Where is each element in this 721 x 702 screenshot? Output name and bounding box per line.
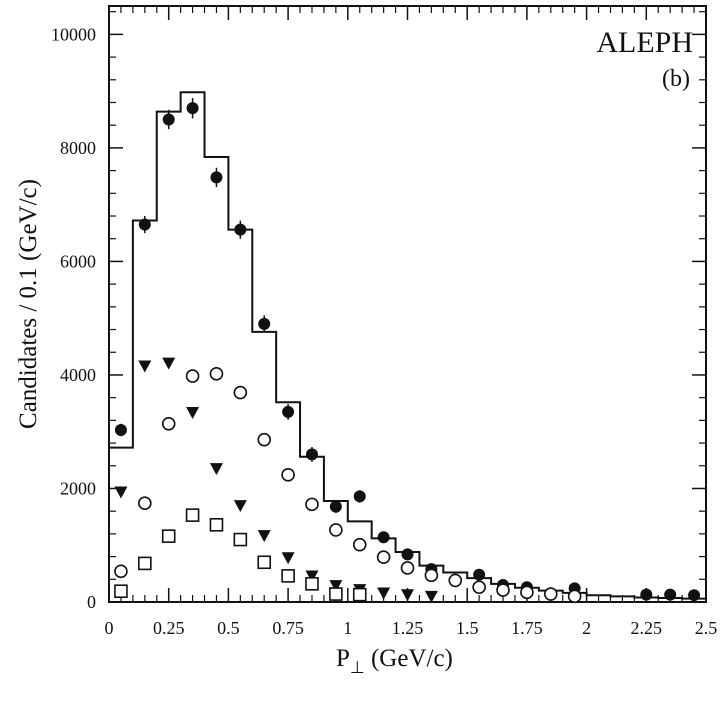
x-axis-title-subscript: ⊥ (350, 658, 365, 677)
data-point-triangle-down (138, 360, 152, 373)
data-point-open-circle (352, 537, 367, 552)
data-point-triangle-down (329, 580, 343, 593)
data-point-open-circle (281, 468, 295, 482)
y-tick-label: 8000 (60, 138, 96, 158)
data-point-filled-circle (234, 223, 247, 236)
data-point-open-square (281, 569, 295, 583)
data-point-open-circle (472, 580, 486, 595)
data-point-open-square (257, 555, 272, 570)
y-tick-label: 4000 (60, 365, 96, 385)
data-point-open-circle (496, 583, 510, 597)
x-axis-title-main: P (336, 645, 350, 672)
y-tick-label: 2000 (60, 478, 96, 498)
data-point-filled-circle (162, 113, 175, 126)
data-point-open-square (305, 577, 319, 591)
data-point-open-square (233, 532, 248, 547)
data-point-open-circle (424, 568, 439, 583)
x-tick-label: 2.25 (631, 618, 663, 638)
data-point-open-circle (185, 369, 200, 383)
data-point-open-square (161, 529, 176, 543)
data-point-triangle-down (114, 486, 128, 499)
x-tick-label: 2.5 (695, 618, 718, 638)
data-point-triangle-down (209, 463, 223, 476)
data-point-triangle-down (186, 406, 200, 419)
series-open-square (114, 508, 367, 602)
y-tick-label: 0 (87, 592, 96, 612)
series-filled-circle (114, 97, 701, 602)
data-point-triangle-down (257, 530, 271, 543)
x-tick-label: 0.5 (217, 618, 240, 638)
data-point-open-square (352, 587, 367, 602)
experiment-label: ALEPH (596, 26, 693, 59)
data-point-filled-circle (353, 490, 366, 503)
y-tick-label: 6000 (60, 251, 96, 271)
data-point-open-square (209, 518, 224, 532)
data-point-filled-circle (688, 589, 701, 602)
series-open-circle (114, 367, 582, 604)
data-point-open-circle (376, 550, 391, 564)
x-tick-label: 1.75 (511, 618, 543, 638)
x-axis-title-units: (GeV/c) (365, 645, 453, 672)
x-axis-title: P⊥ (GeV/c) (336, 645, 453, 677)
series-filled-triangle-down (114, 357, 438, 603)
data-point-triangle-down (305, 570, 319, 583)
data-point-open-circle (400, 561, 415, 575)
data-point-open-square (185, 508, 200, 522)
panel-label: (b) (662, 66, 690, 92)
x-tick-label: 2 (582, 618, 591, 638)
x-tick-label: 1 (343, 618, 352, 638)
data-point-filled-circle (138, 218, 151, 231)
x-tick-label: 0 (105, 618, 114, 638)
x-tick-label: 0.75 (272, 618, 304, 638)
data-point-open-circle (138, 496, 152, 511)
data-point-triangle-down (233, 500, 247, 513)
y-axis-title: Candidates / 0.1 (GeV/c) (15, 179, 42, 429)
data-point-filled-circle (473, 568, 486, 581)
data-point-triangle-down (401, 589, 414, 602)
data-point-open-circle (448, 573, 463, 588)
data-point-filled-circle (664, 588, 677, 601)
data-point-open-circle (233, 385, 248, 400)
data-point-filled-circle (401, 548, 414, 561)
data-point-triangle-down (162, 357, 176, 370)
x-tick-label: 1.25 (392, 618, 424, 638)
data-point-open-circle (209, 367, 224, 381)
data-point-open-circle (567, 589, 582, 604)
y-tick-label: 10000 (51, 24, 96, 44)
data-point-filled-circle (282, 405, 295, 418)
y-axis-tick-labels: 0 2000 4000 6000 8000 10000 (51, 24, 96, 612)
data-point-filled-circle (640, 588, 653, 601)
data-point-open-circle (520, 585, 534, 600)
x-tick-label: 0.25 (153, 618, 185, 638)
y-axis-ticks (109, 11, 706, 603)
x-axis-ticks (108, 6, 707, 602)
data-point-triangle-down (424, 590, 438, 603)
data-point-open-circle (257, 432, 272, 447)
data-point-open-circle (114, 564, 128, 579)
data-point-filled-circle (329, 500, 342, 513)
data-point-filled-circle (305, 448, 318, 461)
data-point-open-square (329, 587, 343, 601)
data-point-open-square (114, 584, 128, 599)
data-point-triangle-down (281, 552, 295, 565)
x-tick-label: 1.5 (456, 618, 479, 638)
data-point-triangle-down (377, 587, 391, 600)
data-point-filled-circle (377, 531, 390, 544)
data-point-open-circle (543, 587, 558, 601)
data-point-open-circle (305, 497, 319, 512)
data-point-filled-circle (186, 102, 199, 115)
x-axis-tick-labels: 0 0.25 0.5 0.75 1 1.25 1.5 1.75 2 2.25 2.5 (105, 618, 718, 638)
data-point-open-circle (161, 416, 176, 431)
data-point-open-circle (329, 523, 343, 537)
data-point-filled-circle (114, 424, 127, 437)
data-point-open-square (138, 556, 152, 571)
data-series (114, 97, 701, 604)
mc-histogram (109, 91, 706, 600)
data-point-filled-circle (210, 171, 223, 184)
data-point-filled-circle (258, 317, 271, 330)
